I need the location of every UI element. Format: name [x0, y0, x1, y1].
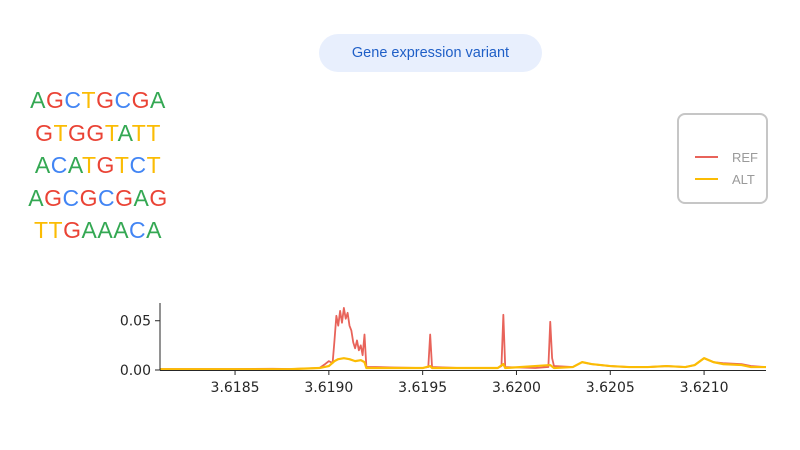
series-line-ref: [160, 307, 767, 370]
series-line-alt: [160, 357, 766, 371]
legend-label-ref: REF: [732, 149, 758, 165]
nucleotide: G: [131, 87, 150, 113]
x-tick-label: 3.6185: [211, 380, 260, 396]
nucleotide: A: [30, 87, 46, 113]
y-tick-label: 0.00: [120, 363, 151, 379]
nucleotide: T: [81, 87, 97, 113]
nucleotide: G: [46, 87, 65, 113]
sequence-line: AGCGCGAG: [8, 182, 188, 215]
nucleotide: T: [48, 217, 64, 243]
nucleotide: G: [68, 119, 87, 146]
legend-label-alt: ALT: [732, 171, 755, 187]
sequence-line: AGCTGCGA: [8, 84, 188, 117]
nucleotide: T: [33, 217, 49, 243]
nucleotide: G: [96, 87, 115, 113]
nucleotide: G: [149, 184, 168, 211]
x-tick-label: 3.6190: [304, 380, 353, 396]
nucleotide: T: [104, 119, 118, 146]
nucleotide: G: [86, 119, 105, 146]
nucleotide: G: [44, 184, 63, 211]
nucleotide: T: [114, 152, 130, 178]
nucleotide: T: [131, 119, 147, 146]
nucleotide: G: [96, 152, 115, 178]
title-chip-label: Gene expression variant: [351, 45, 510, 61]
legend-swatch-ref: [695, 156, 718, 158]
nucleotide: C: [98, 184, 116, 211]
nucleotide: G: [63, 217, 82, 243]
nucleotide: T: [53, 119, 69, 146]
nucleotide: A: [28, 184, 45, 211]
x-tick-label: 3.6205: [586, 380, 635, 396]
nucleotide: T: [146, 119, 161, 146]
legend-swatch-alt: [695, 178, 718, 180]
nucleotide: C: [129, 152, 147, 178]
x-tick-label: 3.6200: [492, 380, 541, 396]
x-tick-label: 3.6210: [680, 380, 729, 396]
title-chip: Gene expression variant: [319, 34, 542, 72]
nucleotide: C: [50, 152, 68, 178]
nucleotide: G: [35, 119, 54, 146]
nucleotide: T: [81, 152, 97, 178]
legend: REF ALT: [677, 113, 768, 204]
nucleotide: A: [113, 217, 130, 243]
nucleotide: G: [115, 184, 134, 211]
nucleotide: A: [133, 184, 150, 211]
sequence-line: GTGGTATT: [8, 117, 188, 150]
sequence-line: TTGAAACA: [8, 214, 188, 247]
nucleotide: A: [81, 217, 98, 243]
nucleotide: T: [146, 152, 162, 178]
nucleotide: G: [79, 184, 98, 211]
nucleotide: A: [149, 87, 166, 113]
nucleotide: C: [114, 87, 132, 113]
x-tick-label: 3.6195: [398, 380, 447, 396]
y-tick-label: 0.05: [120, 314, 151, 330]
nucleotide: A: [97, 217, 114, 243]
nucleotide: C: [129, 217, 147, 243]
nucleotide: A: [117, 119, 132, 146]
nucleotide: A: [146, 217, 162, 243]
dna-sequence: AGCTGCGA GTGGTATT ACATGTCT AGCGCGAG TTGAAACA: [8, 84, 188, 247]
legend-item-alt: ALT: [695, 171, 755, 187]
sequence-line: ACATGTCT: [8, 149, 188, 182]
nucleotide: A: [67, 152, 82, 178]
nucleotide: A: [34, 152, 51, 178]
nucleotide: C: [62, 184, 80, 211]
legend-item-ref: REF: [695, 149, 758, 165]
nucleotide: C: [64, 87, 82, 113]
